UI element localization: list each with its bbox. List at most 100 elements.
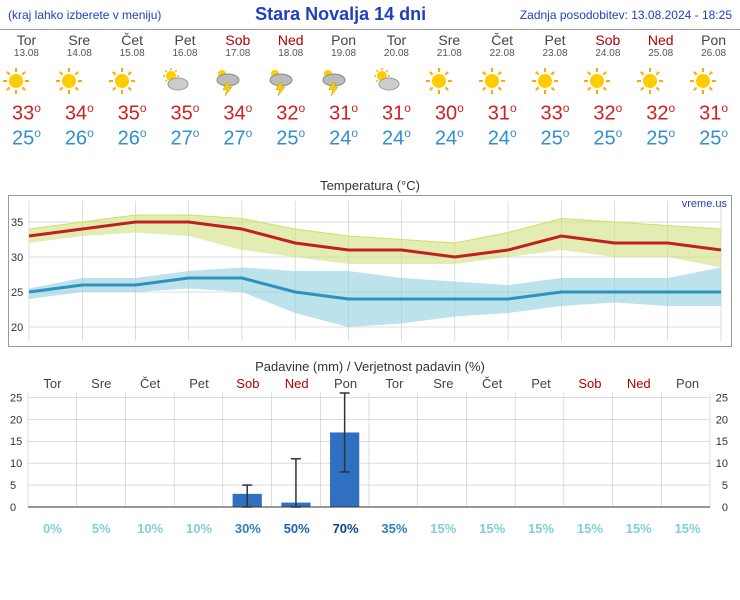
temp-high: 34o: [53, 101, 106, 126]
temp-low: 27o: [211, 126, 264, 151]
temp-low: 25o: [581, 126, 634, 151]
temp-low: 25o: [687, 126, 740, 151]
temp-low: 25o: [529, 126, 582, 151]
temp-high: 30o: [423, 101, 476, 126]
temp-high: 35o: [159, 101, 212, 126]
precip-probability: 50%: [272, 521, 321, 536]
temp-low: 27o: [159, 126, 212, 151]
day-header: Sre14.08: [53, 30, 106, 61]
temp-high: 31o: [476, 101, 529, 126]
precip-probability: 15%: [468, 521, 517, 536]
temp-chart: vreme.us 20 25 30 35: [8, 195, 732, 347]
weather-icon: [53, 65, 106, 97]
temp-low: 24o: [423, 126, 476, 151]
weather-icon: [317, 65, 370, 97]
precip-probability: 15%: [517, 521, 566, 536]
svg-text:30: 30: [11, 252, 23, 264]
precip-day-label: Čet: [126, 376, 175, 391]
weather-icon: [159, 65, 212, 97]
precip-day-label: Pet: [175, 376, 224, 391]
svg-text:25: 25: [716, 393, 728, 405]
day-header: Pon26.08: [687, 30, 740, 61]
precip-day-label: Pon: [321, 376, 370, 391]
svg-text:5: 5: [10, 480, 16, 492]
svg-text:20: 20: [10, 415, 22, 427]
temp-high: 31o: [687, 101, 740, 126]
precip-day-label: Tor: [28, 376, 77, 391]
weather-icon: [0, 65, 53, 97]
temp-high: 33o: [529, 101, 582, 126]
svg-text:20: 20: [716, 415, 728, 427]
precip-probability: 10%: [175, 521, 224, 536]
temp-low: 25o: [634, 126, 687, 151]
svg-text:25: 25: [10, 393, 22, 405]
temp-high: 31o: [370, 101, 423, 126]
precip-probability: 15%: [419, 521, 468, 536]
svg-text:15: 15: [10, 437, 22, 449]
temp-high: 33o: [0, 101, 53, 126]
precip-probability: 15%: [614, 521, 663, 536]
precip-day-label: Ned: [614, 376, 663, 391]
weather-icon: [370, 65, 423, 97]
last-updated: Zadnja posodobitev: 13.08.2024 - 18:25: [520, 8, 732, 22]
precip-probability: 0%: [28, 521, 77, 536]
precip-probability: 35%: [370, 521, 419, 536]
temp-low: 25o: [264, 126, 317, 151]
precip-probability: 30%: [223, 521, 272, 536]
temp-high: 35o: [106, 101, 159, 126]
precip-day-label: Pon: [663, 376, 712, 391]
svg-text:25: 25: [11, 287, 23, 299]
day-header: Sob17.08: [211, 30, 264, 61]
temp-low: 24o: [370, 126, 423, 151]
precip-chart: 0 0 5 5 10 10 15 15 20 20 25 25: [8, 391, 730, 521]
precip-probability: 10%: [126, 521, 175, 536]
day-header: Ned18.08: [264, 30, 317, 61]
temp-chart-title: Temperatura (°C): [0, 176, 740, 195]
weather-icon: [423, 65, 476, 97]
day-header: Ned25.08: [634, 30, 687, 61]
svg-text:5: 5: [722, 480, 728, 492]
svg-text:35: 35: [11, 217, 23, 229]
weather-icon: [634, 65, 687, 97]
day-header: Tor20.08: [370, 30, 423, 61]
precip-probability: 70%: [321, 521, 370, 536]
weather-icon: [106, 65, 159, 97]
temp-high: 32o: [264, 101, 317, 126]
precip-day-label: Sob: [565, 376, 614, 391]
svg-text:10: 10: [10, 458, 22, 470]
svg-text:15: 15: [716, 437, 728, 449]
page-title: Stara Novalja 14 dni: [255, 4, 426, 25]
precip-day-label: Sre: [419, 376, 468, 391]
day-header: Sre21.08: [423, 30, 476, 61]
temp-high: 32o: [581, 101, 634, 126]
svg-text:20: 20: [11, 322, 23, 334]
menu-note: (kraj lahko izberete v meniju): [8, 8, 161, 22]
precip-day-label: Tor: [370, 376, 419, 391]
precip-day-label: Pet: [517, 376, 566, 391]
day-header: Pet16.08: [159, 30, 212, 61]
svg-text:0: 0: [10, 502, 16, 514]
precip-day-label: Sre: [77, 376, 126, 391]
temp-low: 26o: [106, 126, 159, 151]
attribution: vreme.us: [682, 198, 727, 210]
svg-text:10: 10: [716, 458, 728, 470]
temp-low: 25o: [0, 126, 53, 151]
temp-low: 26o: [53, 126, 106, 151]
day-header: Čet22.08: [476, 30, 529, 61]
precip-day-label: Ned: [272, 376, 321, 391]
temp-low: 24o: [476, 126, 529, 151]
day-header: Tor13.08: [0, 30, 53, 61]
day-header: Čet15.08: [106, 30, 159, 61]
day-header: Sob24.08: [581, 30, 634, 61]
precip-probability: 15%: [663, 521, 712, 536]
precip-chart-title: Padavine (mm) / Verjetnost padavin (%): [0, 357, 740, 376]
svg-text:0: 0: [722, 502, 728, 514]
precip-probability: 5%: [77, 521, 126, 536]
weather-icon: [529, 65, 582, 97]
precip-probability: 15%: [565, 521, 614, 536]
weather-icon: [211, 65, 264, 97]
temp-high: 31o: [317, 101, 370, 126]
weather-icon: [476, 65, 529, 97]
weather-icon: [581, 65, 634, 97]
precip-day-label: Sob: [223, 376, 272, 391]
